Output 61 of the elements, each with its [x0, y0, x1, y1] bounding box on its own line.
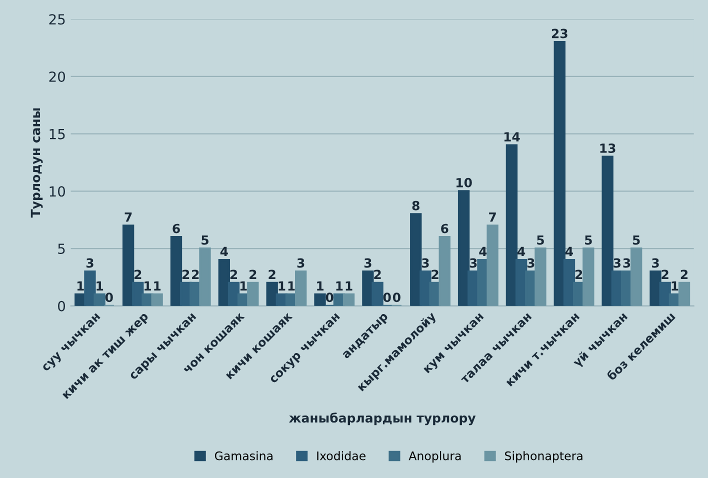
data-label: 2: [432, 270, 438, 279]
data-label: 6: [441, 224, 448, 234]
data-label: 5: [537, 235, 544, 245]
data-label: 1: [278, 281, 286, 290]
data-label: 3: [470, 258, 477, 268]
data-label: 2: [250, 270, 256, 279]
data-label: 1: [240, 281, 247, 290]
data-label: 4: [479, 246, 487, 256]
data-label: 1: [317, 281, 324, 290]
data-label: 1: [672, 281, 678, 290]
data-label: 1: [154, 281, 161, 290]
data-label: 14: [504, 132, 520, 142]
data-label: 3: [527, 258, 534, 268]
legend-label: Ixodidae: [317, 451, 366, 460]
data-label: 3: [297, 258, 304, 268]
data-label: 2: [230, 270, 238, 279]
data-label: 5: [632, 235, 640, 245]
y-tick-label: 25: [49, 14, 65, 25]
legend-label: Gamasina: [214, 451, 272, 460]
data-label: 5: [202, 235, 208, 245]
y-tick-label: 0: [58, 300, 66, 312]
data-label: 1: [144, 281, 151, 290]
y-axis-title: Турлодун саны: [30, 108, 43, 218]
data-label: 10: [456, 178, 472, 188]
legend-label: Anoplura: [408, 451, 461, 463]
data-label: 2: [662, 270, 668, 279]
y-tick-label: 10: [50, 186, 66, 197]
data-label: 3: [652, 258, 659, 268]
legend-label: Siphonaptera: [505, 451, 582, 463]
data-label: 2: [268, 270, 276, 279]
data-label: 23: [552, 28, 568, 38]
data-label: 3: [422, 258, 429, 268]
data-label: 5: [585, 235, 592, 245]
data-label: 0: [392, 292, 400, 302]
data-label: 2: [680, 270, 688, 279]
data-label: 4: [565, 246, 574, 256]
data-label: 1: [346, 281, 352, 290]
data-label: 7: [489, 212, 496, 222]
data-label: 3: [623, 258, 630, 268]
y-tick-label: 20: [49, 71, 66, 82]
data-label: 2: [374, 270, 381, 279]
data-label: 3: [364, 258, 372, 268]
data-label: 1: [288, 281, 295, 290]
x-axis-title: жаныбарлардын турлору: [288, 412, 476, 426]
data-label: 13: [600, 144, 616, 153]
data-label: 4: [518, 246, 526, 256]
data-label: 6: [172, 224, 180, 234]
data-label: 2: [575, 270, 582, 279]
data-label: 1: [77, 281, 84, 290]
data-label: 1: [336, 281, 343, 290]
data-label: 7: [124, 212, 132, 222]
data-label: 3: [614, 258, 621, 268]
data-label: 3: [86, 258, 94, 268]
data-label: 2: [192, 270, 199, 279]
data-label: 8: [412, 200, 420, 210]
data-label: 1: [96, 281, 104, 290]
data-label: 4: [220, 246, 228, 256]
y-tick-label: 15: [50, 128, 65, 140]
data-label: 2: [134, 270, 142, 279]
data-label: 2: [182, 270, 190, 279]
y-tick-label: 5: [58, 244, 65, 254]
